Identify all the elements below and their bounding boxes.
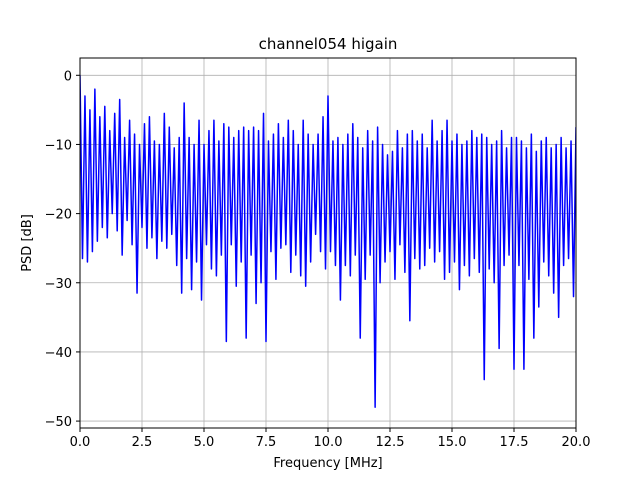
y-tick-label: −20 [45, 208, 72, 223]
y-tick-label: −30 [45, 277, 72, 292]
x-tick-label: 17.5 [500, 435, 529, 450]
y-axis-label: PSD [dB] [20, 214, 35, 272]
psd-series-line [80, 75, 576, 408]
y-tick-label: −40 [45, 346, 72, 361]
x-tick-label: 5.0 [194, 435, 215, 450]
x-tick-label: 12.5 [376, 435, 405, 450]
x-tick-label: 7.5 [256, 435, 277, 450]
x-tick-label: 0.0 [70, 435, 91, 450]
y-tick-label: −10 [45, 138, 72, 153]
x-axis-ticks: 0.0 2.5 5.0 7.5 10.0 12.5 15.0 17.5 20.0 [70, 428, 591, 450]
x-tick-label: 10.0 [314, 435, 343, 450]
y-axis-ticks: 0 −10 −20 −30 −40 −50 [45, 69, 80, 430]
y-tick-label: 0 [64, 69, 72, 84]
chart-title: channel054 higain [259, 35, 398, 53]
x-tick-label: 15.0 [438, 435, 467, 450]
y-tick-label: −50 [45, 415, 72, 430]
x-axis-label: Frequency [MHz] [273, 456, 382, 471]
x-tick-label: 20.0 [562, 435, 591, 450]
x-tick-label: 2.5 [132, 435, 153, 450]
